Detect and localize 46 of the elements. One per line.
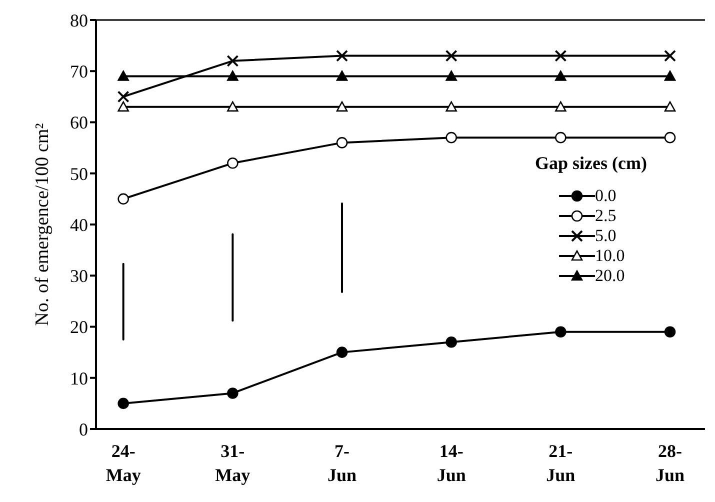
point: [664, 70, 676, 81]
point: [664, 101, 676, 112]
point: [118, 193, 129, 205]
point: [336, 101, 348, 112]
legend-label: 5.0: [595, 226, 616, 246]
point: [227, 388, 238, 399]
point: [446, 101, 457, 112]
y-tick-label: 80: [70, 10, 88, 30]
point: [664, 132, 676, 144]
point: [664, 326, 676, 338]
y-tick-label: 60: [70, 112, 88, 133]
point: [336, 137, 348, 148]
point: [227, 158, 238, 169]
point: [118, 101, 129, 112]
y-tick-label: 50: [70, 164, 88, 184]
point: [555, 326, 566, 338]
point: [555, 132, 566, 144]
x-tick-label: 21-Jun: [546, 441, 576, 485]
legend-label: 0.0: [595, 186, 616, 206]
point: [118, 70, 129, 81]
y-axis-title: No. of emergence/100 cm²: [32, 122, 53, 326]
y-tick-label: 0: [79, 419, 88, 440]
point: [446, 70, 457, 81]
x-tick-label: 14-Jun: [436, 441, 466, 485]
point: [227, 101, 238, 112]
point: [446, 132, 457, 144]
point: [555, 101, 566, 112]
point: [336, 70, 348, 81]
point: [555, 70, 566, 81]
x-tick-label: 24-May: [106, 441, 141, 485]
legend-label: 10.0: [595, 246, 625, 266]
y-tick-label: 40: [70, 214, 88, 235]
y-tick-label: 70: [70, 62, 88, 82]
legend-label: 20.0: [595, 266, 625, 286]
x-tick-label: 7-Jun: [327, 441, 357, 485]
point: [227, 70, 238, 81]
legend-title: Gap sizes (cm): [535, 153, 647, 174]
x-tick-label: 31-May: [215, 441, 250, 485]
point: [446, 336, 457, 348]
y-tick-label: 10: [70, 368, 88, 388]
point: [118, 398, 129, 410]
point: [336, 346, 348, 358]
y-tick-label: 30: [70, 266, 88, 286]
y-tick-label: 20: [70, 317, 88, 338]
x-tick-label: 28-Jun: [655, 441, 685, 485]
legend-label: 2.5: [595, 206, 616, 226]
